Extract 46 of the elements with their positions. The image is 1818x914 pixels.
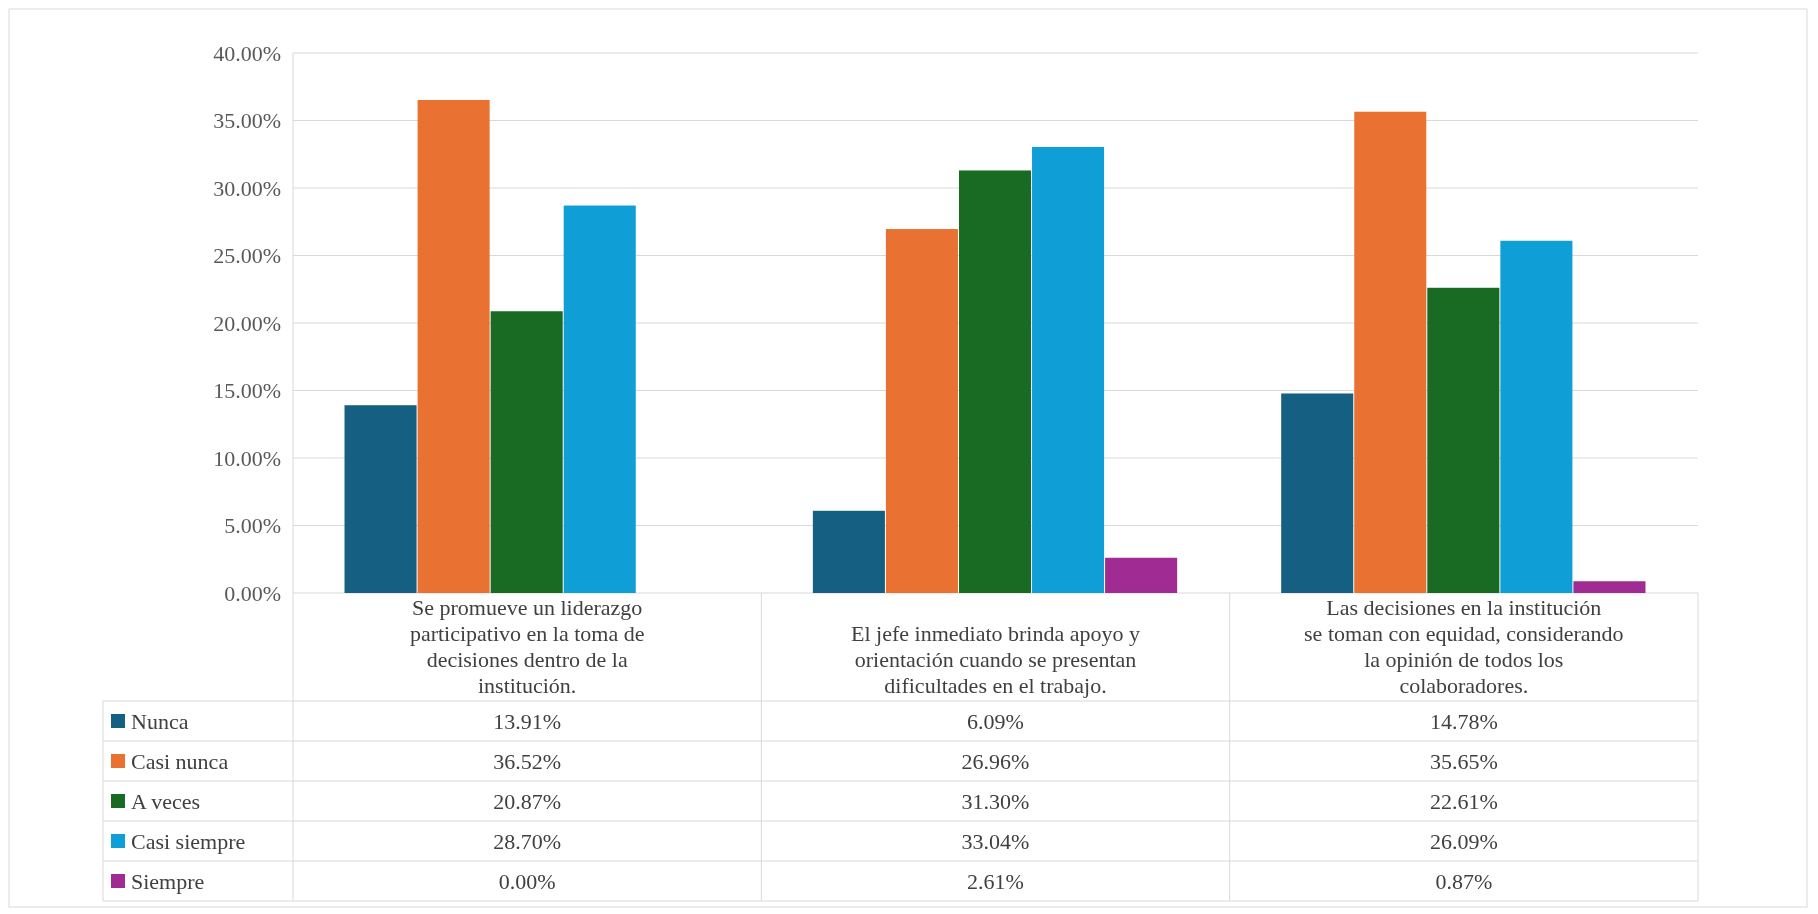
data-label: 26.96% (961, 748, 1030, 774)
bar (958, 170, 1032, 593)
bar (417, 99, 490, 593)
data-label: 0.87% (1435, 868, 1493, 894)
legend-label: Nunca (131, 708, 189, 734)
y-tick-label: 20.00% (213, 310, 281, 336)
bar (490, 311, 563, 593)
data-label: 6.09% (967, 708, 1024, 734)
legend-label: Siempre (131, 868, 205, 894)
data-label: 2.61% (967, 868, 1024, 894)
legend-label: Casi nunca (131, 748, 229, 774)
y-tick-label: 35.00% (213, 108, 281, 134)
x-tick-label: Las decisiones en la institución se toman con equidad, considerando la opinión de todos los colaboradores. (1304, 595, 1624, 698)
bar (812, 510, 885, 593)
bar (1032, 146, 1105, 593)
bar (1573, 581, 1646, 593)
data-label: 0.00% (498, 868, 556, 894)
y-tick-label: 5.00% (224, 513, 281, 539)
y-tick-label: 10.00% (213, 445, 281, 471)
data-label: 14.78% (1429, 708, 1498, 734)
data-label: 13.91% (493, 708, 562, 734)
y-tick-label: 0.00% (224, 580, 281, 606)
y-tick-label: 40.00% (213, 40, 281, 66)
x-tick-label: Se promueve un liderazgo participativo en la toma de decisiones dentro de la institución. (409, 595, 645, 698)
bar (885, 229, 958, 593)
bar (1427, 287, 1500, 593)
bar (344, 405, 417, 593)
y-tick-label: 30.00% (213, 175, 281, 201)
data-label: 35.65% (1429, 748, 1498, 774)
data-label: 36.52% (493, 748, 562, 774)
bar (1281, 393, 1354, 593)
bar (1354, 111, 1427, 593)
y-tick-label: 25.00% (213, 243, 281, 269)
data-label: 26.09% (1429, 828, 1498, 854)
data-label: 28.70% (493, 828, 562, 854)
legend-label: Casi siempre (131, 828, 246, 854)
bar (1500, 240, 1573, 593)
bar (1105, 557, 1178, 593)
data-label: 33.04% (961, 828, 1030, 854)
data-label: 22.61% (1429, 788, 1498, 814)
legend-label: A veces (131, 788, 201, 814)
x-tick-label: El jefe inmediato brinda apoyo y orientación cuando se presentan dificultades en el trabajo. (851, 621, 1140, 698)
bar (563, 205, 636, 593)
data-label: 31.30% (961, 788, 1030, 814)
y-tick-label: 15.00% (213, 378, 281, 404)
data-label: 20.87% (493, 788, 562, 814)
